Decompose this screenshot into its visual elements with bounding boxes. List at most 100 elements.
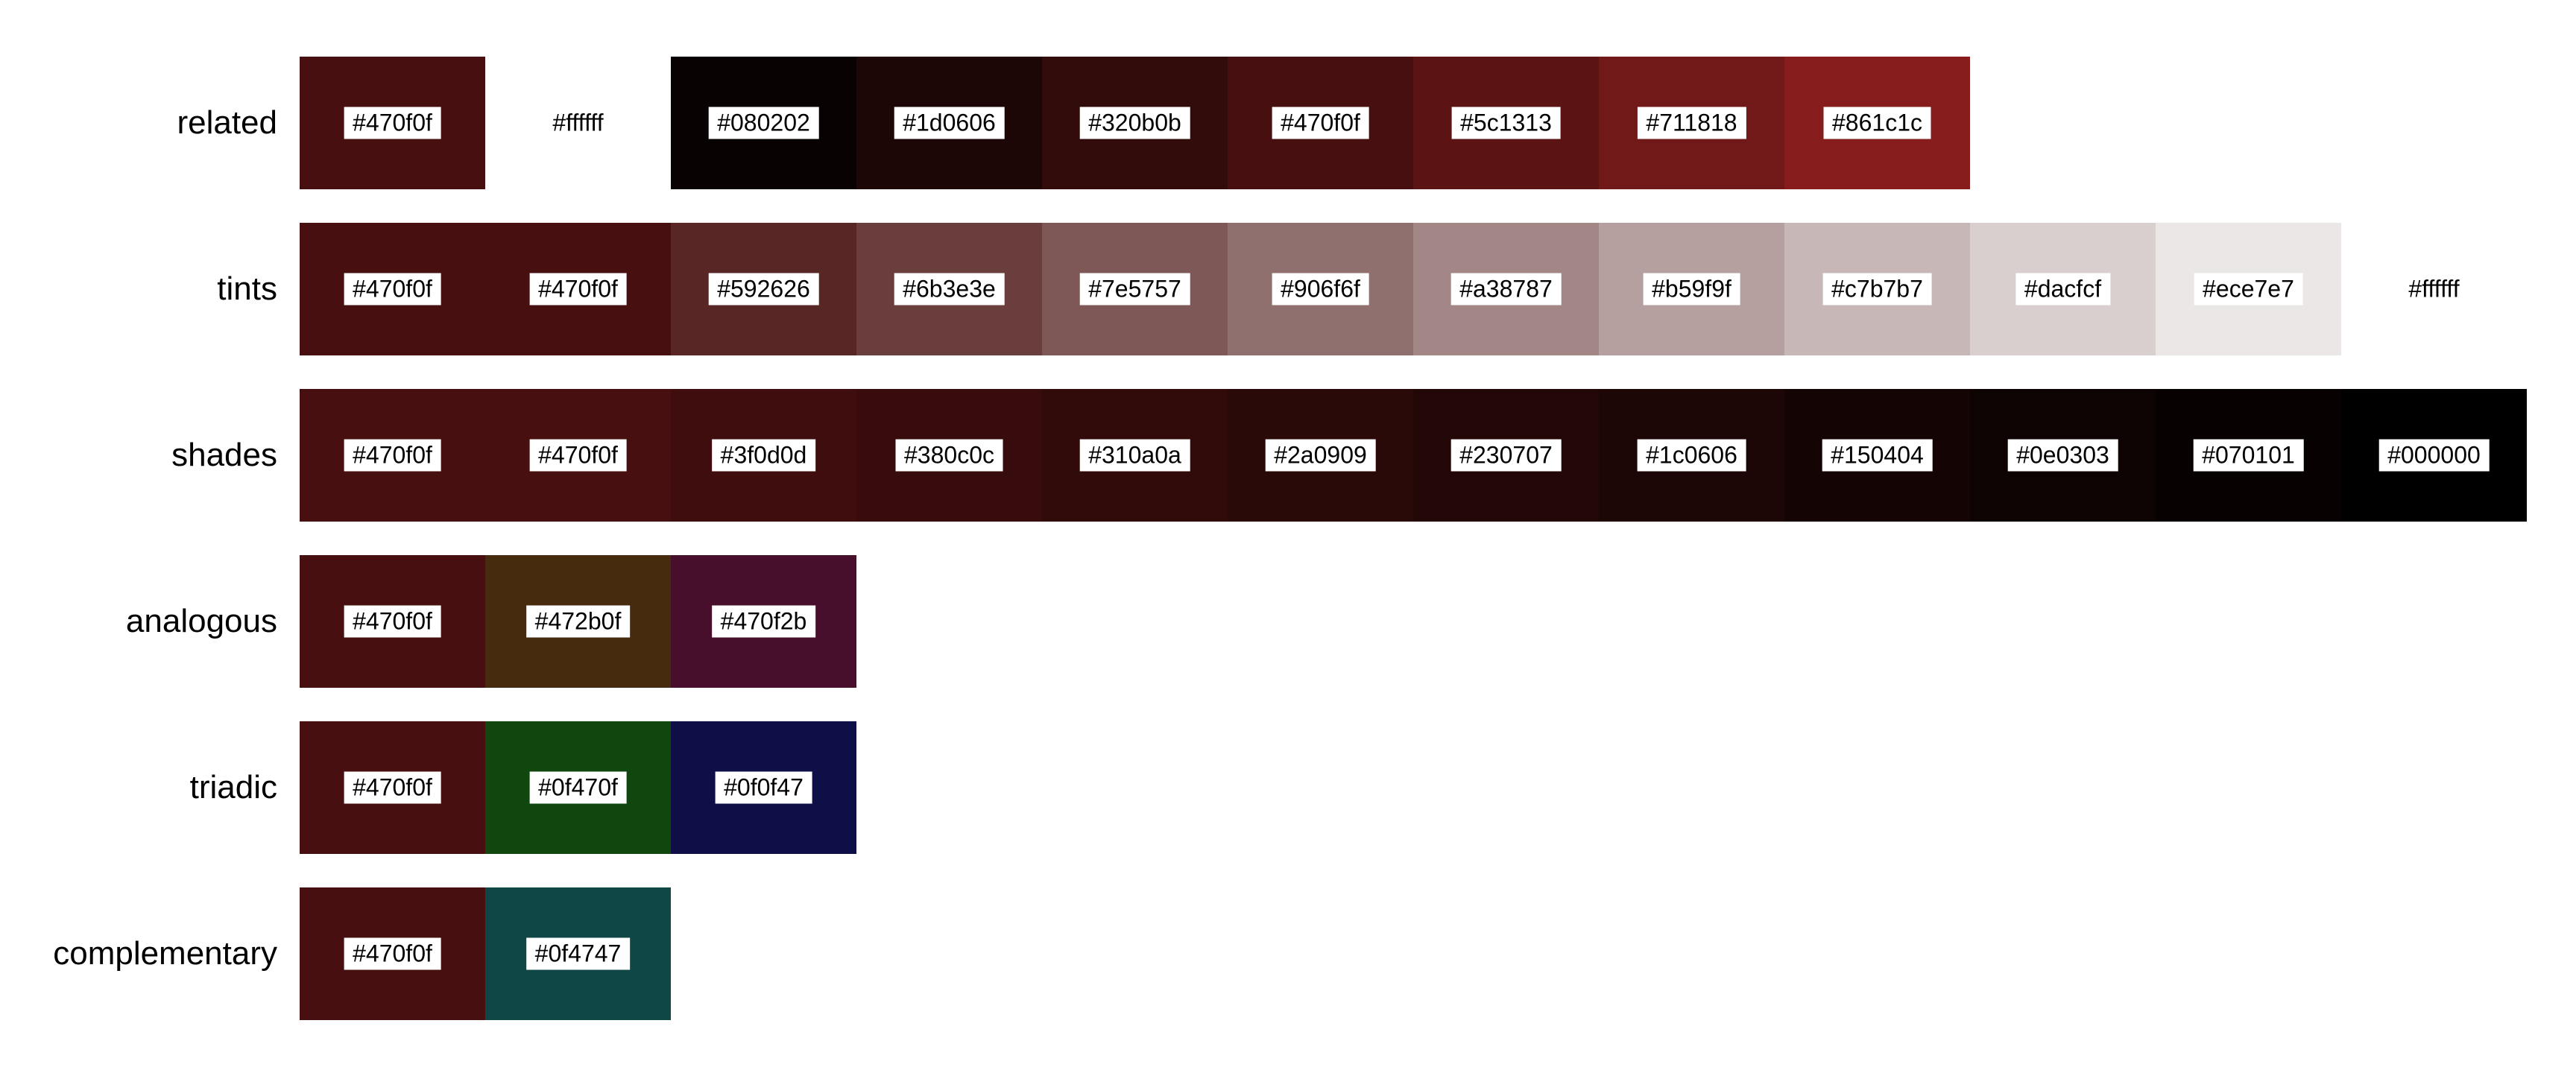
swatch-hex-label: #0f0f47 — [715, 771, 812, 804]
color-swatch: #1c0606 — [1599, 389, 1784, 522]
color-swatch: #2a0909 — [1228, 389, 1413, 522]
swatch-hex-label: #2a0909 — [1265, 439, 1376, 472]
swatch-hex-label: #380c0c — [895, 439, 1003, 472]
color-swatch: #070101 — [2156, 389, 2341, 522]
color-swatch: #230707 — [1413, 389, 1599, 522]
swatch-hex-label: #0f4747 — [525, 937, 631, 970]
swatch-strip-analogous: #470f0f #472b0f #470f2b — [300, 555, 856, 688]
swatch-hex-label: #906f6f — [1272, 273, 1369, 306]
color-swatch: #ece7e7 — [2156, 223, 2341, 355]
color-swatch: #380c0c — [856, 389, 1042, 522]
color-swatch: #7e5757 — [1042, 223, 1228, 355]
swatch-hex-label: #7e5757 — [1079, 273, 1190, 306]
swatch-hex-label: #0f470f — [529, 771, 627, 804]
color-swatch: #1d0606 — [856, 57, 1042, 189]
color-swatch: #b59f9f — [1599, 223, 1784, 355]
swatch-hex-label: #6b3e3e — [894, 273, 1005, 306]
swatch-hex-label: #5c1313 — [1451, 107, 1561, 139]
color-swatch: #0f470f — [485, 721, 671, 854]
palette-row-shades: shades #470f0f #470f0f #3f0d0d #380c0c #310a0… — [0, 389, 2576, 522]
swatch-hex-label: #470f0f — [344, 273, 441, 306]
color-swatch: #ffffff — [485, 57, 671, 189]
swatch-hex-label: #b59f9f — [1643, 273, 1740, 306]
color-swatch: #6b3e3e — [856, 223, 1042, 355]
swatch-hex-label: #0e0303 — [2007, 439, 2118, 472]
color-swatch: #470f2b — [671, 555, 856, 688]
color-swatch: #c7b7b7 — [1784, 223, 1970, 355]
swatch-strip-shades: #470f0f #470f0f #3f0d0d #380c0c #310a0a #2a09… — [300, 389, 2527, 522]
color-swatch: #5c1313 — [1413, 57, 1599, 189]
row-label-complementary: complementary — [53, 935, 277, 972]
swatch-hex-label: #310a0a — [1079, 439, 1190, 472]
palette-row-related: related #470f0f #ffffff #080202 #1d0606 #320b… — [0, 57, 2576, 189]
color-swatch: #0f4747 — [485, 887, 671, 1020]
color-swatch: #080202 — [671, 57, 856, 189]
swatch-hex-label: #470f0f — [529, 273, 627, 306]
color-swatch: #861c1c — [1784, 57, 1970, 189]
swatch-hex-label: #070101 — [2193, 439, 2304, 472]
swatch-hex-label: #ece7e7 — [2194, 273, 2303, 306]
color-swatch: #470f0f — [1228, 57, 1413, 189]
color-swatch: #3f0d0d — [671, 389, 856, 522]
swatch-hex-label: #dacfcf — [2015, 273, 2111, 306]
swatch-hex-label: #3f0d0d — [711, 439, 816, 472]
row-label-related: related — [177, 104, 277, 141]
color-swatch: #470f0f — [300, 223, 485, 355]
color-swatch: #470f0f — [300, 57, 485, 189]
color-swatch: #a38787 — [1413, 223, 1599, 355]
swatch-hex-label: #470f0f — [344, 937, 441, 970]
swatch-strip-triadic: #470f0f #0f470f #0f0f47 — [300, 721, 856, 854]
swatch-hex-label: #080202 — [708, 107, 819, 139]
color-swatch: #000000 — [2341, 389, 2527, 522]
swatch-hex-label: #230707 — [1450, 439, 1562, 472]
swatch-hex-label: #000000 — [2378, 439, 2490, 472]
swatch-hex-label: #150404 — [1822, 439, 1933, 472]
color-swatch: #dacfcf — [1970, 223, 2156, 355]
swatch-strip-complementary: #470f0f #0f4747 — [300, 887, 671, 1020]
swatch-hex-label: #1c0606 — [1637, 439, 1746, 472]
palette-row-triadic: triadic #470f0f #0f470f #0f0f47 — [0, 721, 2576, 854]
color-swatch: #470f0f — [485, 389, 671, 522]
swatch-strip-tints: #470f0f #470f0f #592626 #6b3e3e #7e5757 #906f… — [300, 223, 2527, 355]
color-swatch: #470f0f — [300, 555, 485, 688]
swatch-strip-related: #470f0f #ffffff #080202 #1d0606 #320b0b #470f… — [300, 57, 1970, 189]
color-swatch: #470f0f — [300, 389, 485, 522]
color-swatch: #592626 — [671, 223, 856, 355]
swatch-hex-label: #470f0f — [344, 107, 441, 139]
color-swatch: #320b0b — [1042, 57, 1228, 189]
swatch-hex-label: #ffffff — [552, 109, 604, 136]
swatch-hex-label: #ffffff — [2408, 275, 2460, 303]
row-label-shades: shades — [171, 437, 277, 473]
color-swatch: #472b0f — [485, 555, 671, 688]
row-label-tints: tints — [217, 270, 277, 307]
row-label-analogous: analogous — [125, 603, 277, 639]
color-swatch: #470f0f — [300, 887, 485, 1020]
swatch-hex-label: #861c1c — [1823, 107, 1931, 139]
swatch-hex-label: #592626 — [708, 273, 819, 306]
color-swatch: #470f0f — [485, 223, 671, 355]
swatch-hex-label: #711818 — [1637, 107, 1746, 139]
swatch-hex-label: #470f0f — [344, 771, 441, 804]
palette-row-complementary: complementary #470f0f #0f4747 — [0, 887, 2576, 1020]
color-swatch: #906f6f — [1228, 223, 1413, 355]
swatch-hex-label: #470f0f — [344, 605, 441, 638]
color-swatch: #470f0f — [300, 721, 485, 854]
color-swatch: #0e0303 — [1970, 389, 2156, 522]
swatch-hex-label: #470f2b — [711, 605, 816, 638]
color-swatch: #0f0f47 — [671, 721, 856, 854]
swatch-hex-label: #470f0f — [1272, 107, 1369, 139]
swatch-hex-label: #a38787 — [1450, 273, 1562, 306]
palette-row-tints: tints #470f0f #470f0f #592626 #6b3e3e #7e5757… — [0, 223, 2576, 355]
color-swatch: #150404 — [1784, 389, 1970, 522]
swatch-hex-label: #472b0f — [525, 605, 631, 638]
color-swatch: #310a0a — [1042, 389, 1228, 522]
color-swatch: #711818 — [1599, 57, 1784, 189]
swatch-hex-label: #1d0606 — [894, 107, 1005, 139]
swatch-hex-label: #320b0b — [1079, 107, 1190, 139]
swatch-hex-label: #470f0f — [529, 439, 627, 472]
swatch-hex-label: #c7b7b7 — [1822, 273, 1932, 306]
palette-row-analogous: analogous #470f0f #472b0f #470f2b — [0, 555, 2576, 688]
swatch-hex-label: #470f0f — [344, 439, 441, 472]
color-swatch: #ffffff — [2341, 223, 2527, 355]
